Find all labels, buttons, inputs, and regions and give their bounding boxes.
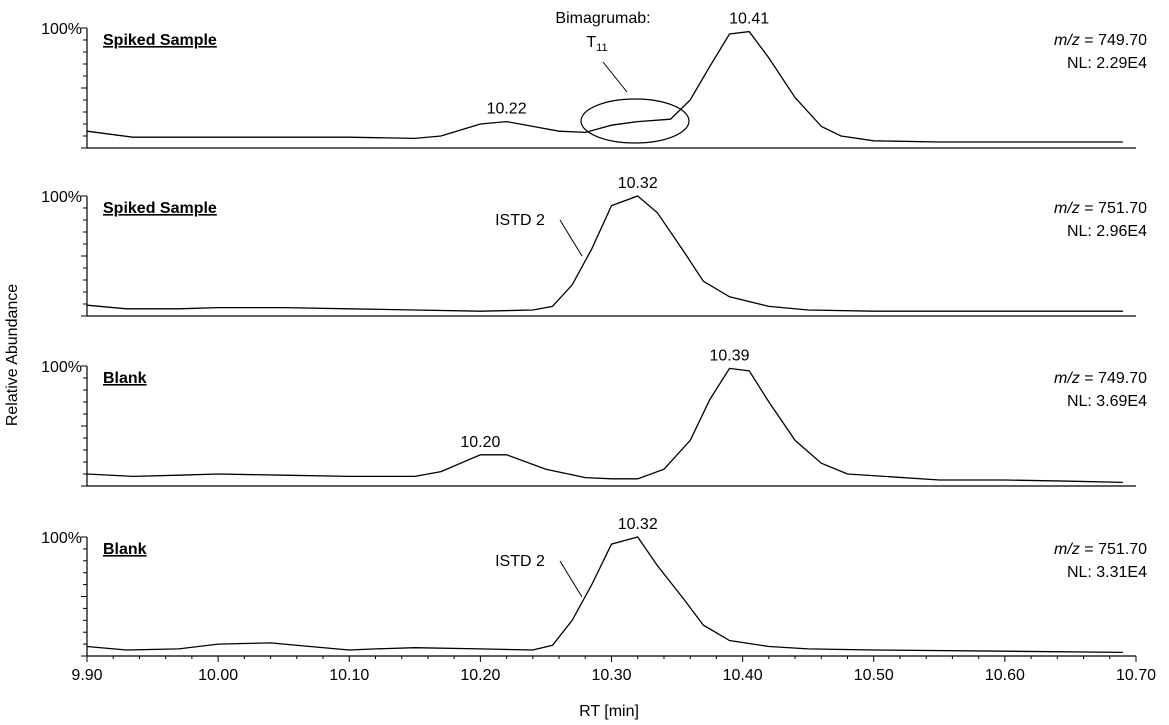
annotation-pointer <box>602 61 628 93</box>
annotation-label: ISTD 2 <box>495 553 545 570</box>
mz-label: m/z = 751.70 <box>1054 541 1147 558</box>
mz-value: = 749.70 <box>1080 370 1147 387</box>
annotation-sub-main: T <box>586 34 596 51</box>
annotation-sub: T11 <box>586 34 607 54</box>
peak-label: 10.22 <box>487 101 527 118</box>
peak-label: 10.39 <box>709 347 749 364</box>
peak-label: 10.41 <box>729 11 769 28</box>
x-tick-label: 10.10 <box>329 667 369 684</box>
nl-label: NL: 3.31E4 <box>1067 564 1147 581</box>
x-tick-label: 10.70 <box>1116 667 1156 684</box>
x-axis-title: RT [min] <box>579 703 639 720</box>
mz-symbol: m/z <box>1054 32 1080 49</box>
y-max-label: 100% <box>41 21 82 38</box>
x-tick-label: 10.00 <box>198 667 238 684</box>
annotation-ellipse <box>580 98 690 144</box>
x-tick-label: 10.30 <box>591 667 631 684</box>
mz-value: = 749.70 <box>1080 32 1147 49</box>
nl-label: NL: 3.69E4 <box>1067 393 1147 410</box>
panels: 100% Spiked Sample m/z = 749.70 NL: 2.29E4 1… <box>41 10 1147 657</box>
panel-1: 100% Spiked Sample m/z = 749.70 NL: 2.29E4 1… <box>41 10 1147 149</box>
mz-label: m/z = 749.70 <box>1054 32 1147 49</box>
x-tick-label: 9.90 <box>71 667 102 684</box>
nl-label: NL: 2.96E4 <box>1067 223 1147 240</box>
panel-2: 100% Spiked Sample m/z = 751.70 NL: 2.96E4 1… <box>41 175 1147 317</box>
annotation-pointer <box>559 219 583 257</box>
annotation-label: Bimagrumab: <box>555 10 650 27</box>
x-tick-label: 10.40 <box>723 667 763 684</box>
x-tick-label: 10.60 <box>985 667 1025 684</box>
peak-label: 10.20 <box>460 434 500 451</box>
mz-value: = 751.70 <box>1080 200 1147 217</box>
mz-value: = 751.70 <box>1080 541 1147 558</box>
peak-label: 10.32 <box>618 175 658 192</box>
panel-4: 100% Blank m/z = 751.70 NL: 3.31E4 10.32 ISTD… <box>41 516 1147 657</box>
mz-label: m/z = 751.70 <box>1054 200 1147 217</box>
y-max-label: 100% <box>41 530 82 547</box>
annotation-label: ISTD 2 <box>495 212 545 229</box>
chromatogram-trace <box>86 367 1123 484</box>
panel-title: Spiked Sample <box>103 32 217 49</box>
chromatogram-trace <box>86 536 1123 654</box>
panel-title: Blank <box>103 541 147 558</box>
x-tick-label: 10.20 <box>460 667 500 684</box>
x-tick-label: 10.50 <box>854 667 894 684</box>
y-max-label: 100% <box>41 189 82 206</box>
panel-title: Blank <box>103 370 147 387</box>
x-axis: 9.90 10.00 10.10 10.20 10.30 10.40 10.50 10.60 1… <box>71 656 1156 684</box>
mz-symbol: m/z <box>1054 541 1080 558</box>
mz-symbol: m/z <box>1054 370 1080 387</box>
y-axis-title: Relative Abundance <box>4 284 21 426</box>
chromatogram-trace <box>86 30 1123 143</box>
nl-label: NL: 2.29E4 <box>1067 55 1147 72</box>
chromatogram-trace <box>86 195 1123 312</box>
annotation-sub-index: 11 <box>596 42 607 54</box>
panel-3: 100% Blank m/z = 749.70 NL: 3.69E4 10.20 10.3… <box>41 347 1147 487</box>
annotation-pointer <box>559 560 583 598</box>
panel-title: Spiked Sample <box>103 200 217 217</box>
mz-label: m/z = 749.70 <box>1054 370 1147 387</box>
peak-label: 10.32 <box>618 516 658 533</box>
mz-symbol: m/z <box>1054 200 1080 217</box>
y-max-label: 100% <box>41 359 82 376</box>
